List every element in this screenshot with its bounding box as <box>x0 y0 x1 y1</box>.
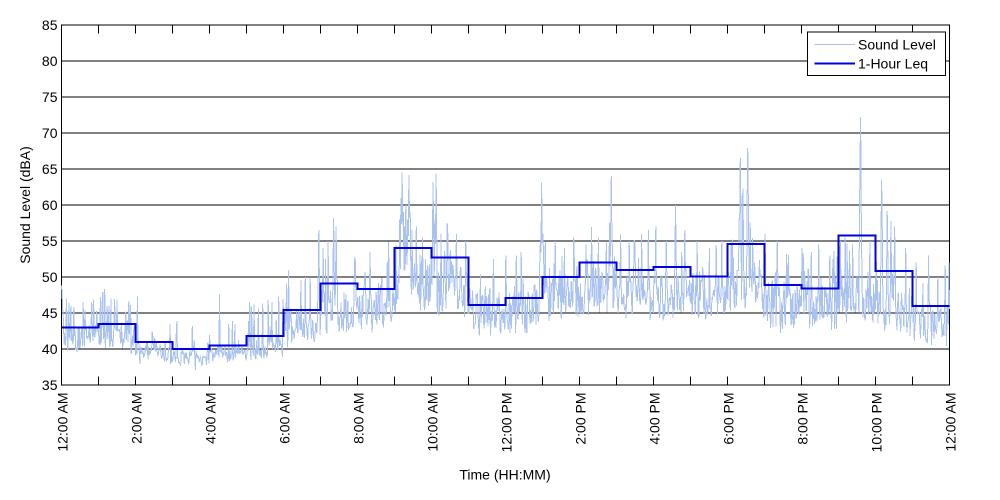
svg-text:40: 40 <box>42 341 58 357</box>
svg-text:6:00 AM: 6:00 AM <box>276 393 292 444</box>
svg-text:10:00 PM: 10:00 PM <box>868 393 884 453</box>
svg-text:45: 45 <box>42 305 58 321</box>
svg-text:4:00 PM: 4:00 PM <box>646 393 662 445</box>
svg-text:10:00 AM: 10:00 AM <box>424 393 440 452</box>
svg-text:Time (HH:MM): Time (HH:MM) <box>459 467 550 483</box>
svg-text:85: 85 <box>42 17 58 33</box>
svg-text:50: 50 <box>42 269 58 285</box>
svg-text:8:00 AM: 8:00 AM <box>350 393 366 444</box>
svg-text:35: 35 <box>42 377 58 393</box>
svg-text:2:00 AM: 2:00 AM <box>128 393 144 444</box>
svg-text:80: 80 <box>42 53 58 69</box>
svg-text:8:00 PM: 8:00 PM <box>794 393 810 445</box>
svg-text:1-Hour Leq: 1-Hour Leq <box>858 55 928 71</box>
svg-text:55: 55 <box>42 233 58 249</box>
svg-text:Sound Level: Sound Level <box>858 36 936 52</box>
svg-text:70: 70 <box>42 125 58 141</box>
svg-text:75: 75 <box>42 89 58 105</box>
svg-text:65: 65 <box>42 161 58 177</box>
svg-text:6:00 PM: 6:00 PM <box>720 393 736 445</box>
svg-text:60: 60 <box>42 197 58 213</box>
svg-text:4:00 AM: 4:00 AM <box>202 393 218 444</box>
svg-text:12:00 AM: 12:00 AM <box>942 393 958 452</box>
svg-text:12:00 PM: 12:00 PM <box>498 393 514 453</box>
svg-text:Sound Level (dBA): Sound Level (dBA) <box>17 146 33 264</box>
svg-text:2:00 PM: 2:00 PM <box>572 393 588 445</box>
svg-text:12:00 AM: 12:00 AM <box>54 393 70 452</box>
